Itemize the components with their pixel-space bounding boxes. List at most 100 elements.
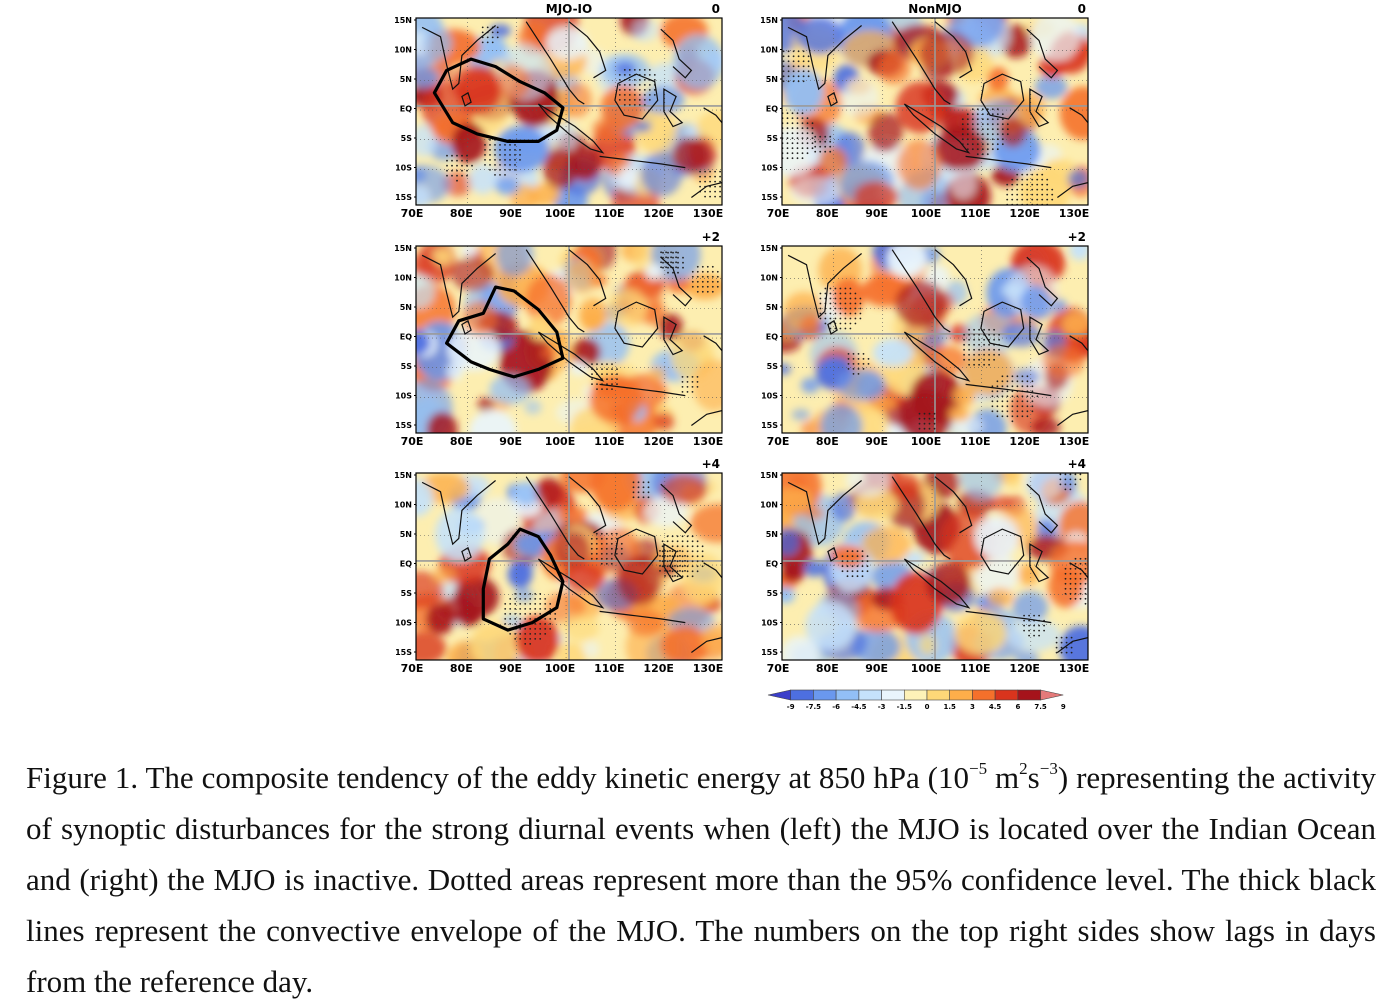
caption-text-2: m xyxy=(987,760,1020,795)
caption-sup-1: −5 xyxy=(969,758,988,778)
panel-mjo-io-lag-0: 15N 10N 5N EQ 5S 10S 15S 70E 80E 90E 100E 110E 120E 1… xyxy=(394,2,723,220)
panel-mjo-io-lag-1: 15N 10N 5N EQ 5S 10S 15S 70E 80E 90E 100E 110E 120E 1… xyxy=(394,230,723,448)
lon-tick-label: 110E xyxy=(960,435,990,448)
lat-tick-label: 10N xyxy=(394,46,412,55)
lat-tick-label: 5S xyxy=(767,589,779,598)
lon-tick-label: 80E xyxy=(816,207,839,220)
mjo-envelope-contour xyxy=(432,57,565,143)
lat-tick-label: 10N xyxy=(760,274,778,283)
caption-sup-3: −3 xyxy=(1039,758,1058,778)
colorbar-segment xyxy=(813,689,837,701)
column-title: NonMJO xyxy=(908,2,961,16)
lon-tick-label: 120E xyxy=(643,662,673,675)
caption-sup-2: 2 xyxy=(1019,758,1028,778)
lon-tick-label: 90E xyxy=(865,207,888,220)
colorbar-segment xyxy=(1040,689,1064,701)
lon-tick-label: 110E xyxy=(960,662,990,675)
mjo-envelope-contour xyxy=(481,527,565,632)
colorbar-label: -6 xyxy=(832,703,840,711)
colorbar-segment xyxy=(790,689,814,701)
panel-nonmjo-lag-0: 15N 10N 5N EQ 5S 10S 15S 70E 80E 90E 100E 110E 120E 1… xyxy=(760,2,1089,220)
lon-tick-label: 70E xyxy=(767,435,790,448)
lon-tick-label: 80E xyxy=(450,207,473,220)
colorbar-segment xyxy=(1017,689,1041,701)
lon-tick-label: 120E xyxy=(1009,207,1039,220)
colorbar-segment xyxy=(858,689,882,701)
lat-tick-label: 10N xyxy=(760,501,778,510)
colorbar-label: -9 xyxy=(787,703,795,711)
lag-label: 0 xyxy=(1078,2,1086,16)
lat-tick-label: 5S xyxy=(401,362,413,371)
lon-tick-label: 100E xyxy=(911,435,941,448)
lag-label: +2 xyxy=(1068,230,1086,244)
lon-tick-label: 130E xyxy=(693,662,723,675)
lat-tick-label: 10S xyxy=(761,392,778,401)
lon-tick-label: 80E xyxy=(450,435,473,448)
lat-tick-label: 5S xyxy=(401,589,413,598)
lon-tick-label: 110E xyxy=(960,207,990,220)
lat-tick-label: 5S xyxy=(767,134,779,143)
lat-tick-label: 5S xyxy=(401,134,413,143)
lat-tick-label: EQ xyxy=(400,560,412,569)
lat-tick-label: 10S xyxy=(761,619,778,628)
lat-tick-label: 5N xyxy=(766,75,778,84)
colorbar-label: 3 xyxy=(970,703,975,711)
colorbar-segment xyxy=(903,689,928,701)
colorbar-label: -1.5 xyxy=(897,703,912,711)
lat-tick-label: 15S xyxy=(761,648,778,657)
lon-tick-label: 130E xyxy=(693,435,723,448)
lat-tick-label: 15S xyxy=(761,193,778,202)
lon-tick-label: 130E xyxy=(1059,662,1089,675)
lon-tick-label: 70E xyxy=(401,207,424,220)
colorbar-label: 1.5 xyxy=(943,703,956,711)
lon-tick-label: 100E xyxy=(545,662,575,675)
mjo-envelope-contour xyxy=(445,285,565,379)
lon-tick-label: 130E xyxy=(1059,435,1089,448)
lat-tick-label: 15N xyxy=(760,471,778,480)
lon-tick-label: 110E xyxy=(594,207,624,220)
colorbar-label: -4.5 xyxy=(851,703,866,711)
lon-tick-label: 100E xyxy=(911,207,941,220)
figure-caption: Figure 1. The composite tendency of the … xyxy=(26,752,1376,1007)
lat-tick-label: 10S xyxy=(395,619,412,628)
lag-label: +4 xyxy=(1068,457,1086,471)
lat-tick-label: 10N xyxy=(394,274,412,283)
lat-tick-label: EQ xyxy=(400,333,412,342)
lat-tick-label: 10S xyxy=(395,164,412,173)
lat-tick-label: 5N xyxy=(766,530,778,539)
colorbar-label: 9 xyxy=(1061,703,1066,711)
lon-tick-label: 130E xyxy=(693,207,723,220)
lat-tick-label: 10N xyxy=(760,46,778,55)
lat-tick-label: 5N xyxy=(766,303,778,312)
lon-tick-label: 70E xyxy=(401,435,424,448)
colorbar: -9 -7.5 -6 -4.5 -3 -1.5 0 1.5 3 4.5 6 7.5 9 xyxy=(767,689,1066,711)
lat-tick-label: 15N xyxy=(760,16,778,25)
colorbar-label: 6 xyxy=(1015,703,1020,711)
lon-tick-label: 70E xyxy=(767,207,790,220)
lon-tick-label: 100E xyxy=(545,435,575,448)
colorbar-label: 4.5 xyxy=(989,703,1002,711)
lon-tick-label: 100E xyxy=(911,662,941,675)
lat-tick-label: EQ xyxy=(766,333,778,342)
lon-tick-label: 80E xyxy=(450,662,473,675)
colorbar-segment xyxy=(994,689,1019,701)
lon-tick-label: 120E xyxy=(1009,435,1039,448)
lat-tick-label: 15S xyxy=(395,193,412,202)
lon-tick-label: 100E xyxy=(545,207,575,220)
colorbar-label: 7.5 xyxy=(1034,703,1047,711)
lon-tick-label: 120E xyxy=(1009,662,1039,675)
lat-tick-label: 15N xyxy=(394,471,412,480)
lat-tick-label: 5N xyxy=(400,75,412,84)
lon-tick-label: 120E xyxy=(643,435,673,448)
lag-label: +2 xyxy=(702,230,720,244)
lat-tick-label: 5S xyxy=(767,362,779,371)
lat-tick-label: 10S xyxy=(761,164,778,173)
caption-text-3: s xyxy=(1027,760,1040,795)
colorbar-label: 0 xyxy=(925,703,930,711)
lag-label: +4 xyxy=(702,457,720,471)
colorbar-label: -3 xyxy=(878,703,886,711)
colorbar-segment xyxy=(767,689,792,701)
lat-tick-label: 15N xyxy=(394,244,412,253)
lat-tick-label: 10N xyxy=(394,501,412,510)
colorbar-segment xyxy=(881,689,905,701)
